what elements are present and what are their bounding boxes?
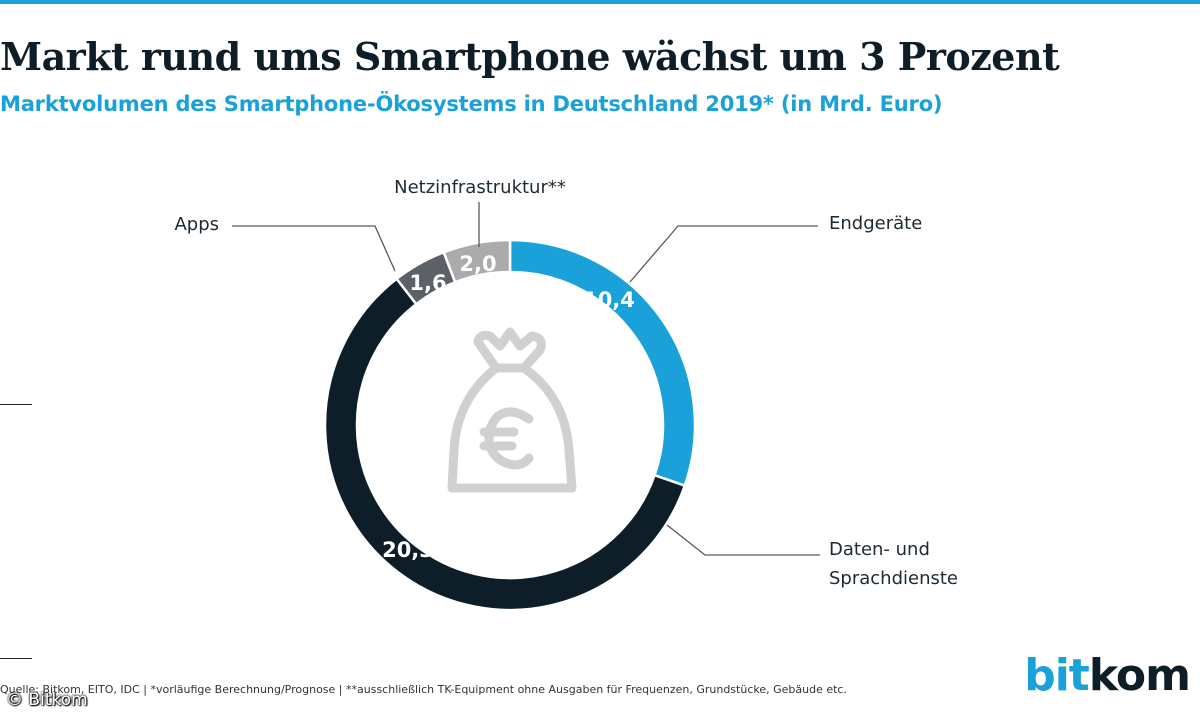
- logo-part-bit: bit: [1024, 650, 1090, 701]
- footer-tick-mark: [0, 658, 32, 659]
- category-label-endgeraete: Endgeräte: [829, 213, 922, 234]
- value-label-netz: 2,0: [459, 252, 496, 276]
- category-label-netz: Netzinfrastruktur**: [394, 177, 566, 198]
- side-tick-mark: [0, 404, 32, 405]
- donut-slice-endgeraete: [508, 238, 697, 488]
- chart-title: Markt rund ums Smartphone wächst um 3 Pr…: [0, 34, 1060, 79]
- leader-endgeraete: [629, 225, 818, 283]
- donut-slices: [323, 238, 697, 612]
- leader-lines: [232, 202, 820, 556]
- chart-subtitle: Marktvolumen des Smartphone-Ökosystems i…: [0, 92, 943, 116]
- leader-apps: [232, 225, 396, 272]
- logo-part-kom: kom: [1088, 650, 1191, 701]
- copyright-watermark: © Bitkom: [6, 690, 88, 710]
- value-label-endgeraete: 10,4: [583, 288, 635, 312]
- category-label-daten-line2: Sprachdienste: [829, 568, 958, 589]
- value-label-apps: 1,6: [409, 271, 446, 295]
- category-label-apps: Apps: [174, 214, 219, 235]
- source-footnote: Quelle: Bitkom, EITO, IDC | *vorläufige …: [0, 683, 847, 696]
- leader-daten: [666, 524, 820, 556]
- bitkom-logo: bitkom: [1024, 650, 1191, 701]
- donut-slice-netz: [442, 238, 512, 284]
- money-bag-euro-icon: [447, 327, 577, 493]
- top-accent-rule: [0, 0, 1200, 4]
- slice-value-labels: 10,4 20,3 1,6 2,0: [382, 252, 635, 562]
- value-label-daten: 20,3: [382, 538, 434, 562]
- donut-slice-daten: [323, 277, 687, 612]
- category-label-daten-line1: Daten- und: [829, 539, 930, 560]
- category-labels: Endgeräte Daten- und Sprachdienste Apps …: [174, 177, 958, 589]
